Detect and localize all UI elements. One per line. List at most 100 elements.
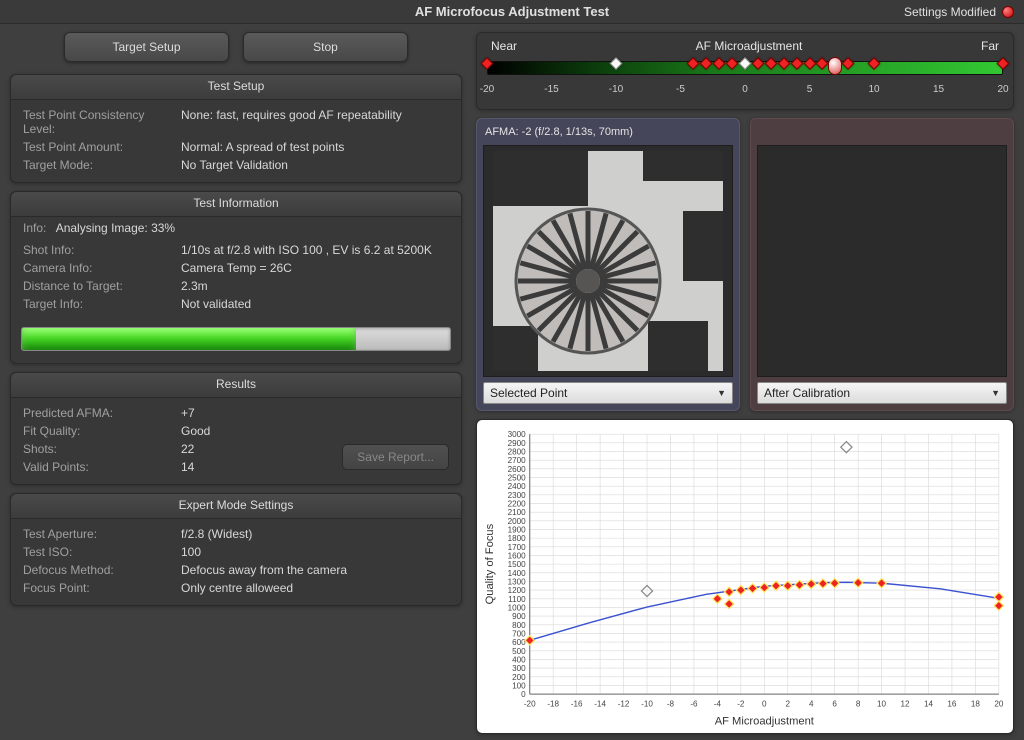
amount-value: Normal: A spread of test points <box>181 140 449 154</box>
after-cal-header <box>757 125 1007 140</box>
svg-text:-18: -18 <box>547 699 559 708</box>
svg-text:2400: 2400 <box>508 482 527 491</box>
svg-text:-2: -2 <box>737 699 745 708</box>
svg-text:2: 2 <box>785 699 790 708</box>
progress-bar <box>21 327 451 351</box>
svg-text:-10: -10 <box>641 699 653 708</box>
shot-label: Shot Info: <box>23 243 173 257</box>
svg-text:400: 400 <box>512 655 526 664</box>
distance-label: Distance to Target: <box>23 279 173 293</box>
target-info-label: Target Info: <box>23 297 173 311</box>
svg-text:8: 8 <box>856 699 861 708</box>
svg-text:-16: -16 <box>571 699 583 708</box>
amount-label: Test Point Amount: <box>23 140 173 154</box>
svg-text:1100: 1100 <box>508 595 526 604</box>
focus-point-label: Focus Point: <box>23 581 173 595</box>
shots-label: Shots: <box>23 442 173 456</box>
valid-value: 14 <box>181 460 449 474</box>
svg-text:500: 500 <box>512 647 526 656</box>
svg-text:2300: 2300 <box>508 491 527 500</box>
stop-button[interactable]: Stop <box>243 32 408 62</box>
pred-value: +7 <box>181 406 449 420</box>
target-info-value: Not validated <box>181 297 449 311</box>
test-info-header: Test Information <box>11 192 461 217</box>
svg-text:900: 900 <box>512 612 526 621</box>
target-mode-value: No Target Validation <box>181 158 449 172</box>
camera-label: Camera Info: <box>23 261 173 275</box>
top-button-row: Target Setup Stop <box>10 32 462 66</box>
aperture-value: f/2.8 (Widest) <box>181 527 449 541</box>
results-panel: Results Predicted AFMA: +7 Fit Quality: … <box>10 372 462 485</box>
svg-text:4: 4 <box>809 699 814 708</box>
slider-selector[interactable] <box>828 57 842 75</box>
selected-point-dropdown[interactable]: Selected Point ▼ <box>483 382 733 404</box>
svg-text:700: 700 <box>512 629 526 638</box>
valid-label: Valid Points: <box>23 460 173 474</box>
svg-text:-4: -4 <box>714 699 722 708</box>
svg-text:AF Microadjustment: AF Microadjustment <box>715 716 815 728</box>
svg-text:300: 300 <box>512 664 526 673</box>
test-info-panel: Test Information Info: Analysing Image: … <box>10 191 462 364</box>
iso-label: Test ISO: <box>23 545 173 559</box>
svg-text:200: 200 <box>512 673 526 682</box>
afma-slider-panel: Near AF Microadjustment Far -20-15-10-50… <box>476 32 1014 110</box>
svg-text:2200: 2200 <box>508 500 527 509</box>
svg-text:12: 12 <box>901 699 911 708</box>
svg-text:1400: 1400 <box>508 569 527 578</box>
afma-slider[interactable]: -20-15-10-505101520 <box>487 55 1003 81</box>
quality-chart: 0100200300400500600700800900100011001200… <box>476 419 1014 734</box>
chevron-down-icon: ▼ <box>991 388 1000 398</box>
svg-text:800: 800 <box>512 621 526 630</box>
svg-text:-12: -12 <box>618 699 630 708</box>
svg-text:3000: 3000 <box>508 430 527 439</box>
svg-text:-6: -6 <box>690 699 698 708</box>
slider-near-label: Near <box>491 39 517 53</box>
svg-text:2600: 2600 <box>508 465 527 474</box>
svg-text:Quality of Focus: Quality of Focus <box>484 523 496 604</box>
focus-point-value: Only centre alloweed <box>181 581 449 595</box>
svg-text:2700: 2700 <box>508 456 527 465</box>
after-calibration-image <box>757 145 1007 377</box>
svg-text:20: 20 <box>994 699 1004 708</box>
defocus-label: Defocus Method: <box>23 563 173 577</box>
svg-text:1900: 1900 <box>508 526 527 535</box>
selected-point-dropdown-label: Selected Point <box>490 386 567 400</box>
info-label: Info: <box>23 221 46 235</box>
shot-value: 1/10s at f/2.8 with ISO 100 , EV is 6.2 … <box>181 243 449 257</box>
svg-text:1800: 1800 <box>508 534 527 543</box>
svg-text:14: 14 <box>924 699 934 708</box>
svg-text:-20: -20 <box>524 699 536 708</box>
svg-text:1300: 1300 <box>508 577 527 586</box>
svg-text:0: 0 <box>762 699 767 708</box>
svg-text:10: 10 <box>877 699 887 708</box>
pred-label: Predicted AFMA: <box>23 406 173 420</box>
svg-text:2100: 2100 <box>508 508 527 517</box>
expert-panel: Expert Mode Settings Test Aperture: f/2.… <box>10 493 462 606</box>
svg-text:-14: -14 <box>594 699 606 708</box>
aperture-label: Test Aperture: <box>23 527 173 541</box>
svg-text:100: 100 <box>512 681 526 690</box>
after-calibration-dropdown[interactable]: After Calibration ▼ <box>757 382 1007 404</box>
svg-text:2800: 2800 <box>508 448 527 457</box>
title-bar: AF Microfocus Adjustment Test Settings M… <box>0 0 1024 24</box>
consistency-value: None: fast, requires good AF repeatabili… <box>181 108 449 136</box>
chevron-down-icon: ▼ <box>717 388 726 398</box>
svg-text:2500: 2500 <box>508 474 527 483</box>
svg-text:-8: -8 <box>667 699 675 708</box>
defocus-value: Defocus away from the camera <box>181 563 449 577</box>
svg-text:1500: 1500 <box>508 560 527 569</box>
target-setup-button[interactable]: Target Setup <box>64 32 229 62</box>
expert-header: Expert Mode Settings <box>11 494 461 519</box>
camera-value: Camera Temp = 26C <box>181 261 449 275</box>
svg-text:2000: 2000 <box>508 517 527 526</box>
slider-center-label: AF Microadjustment <box>696 39 803 53</box>
test-setup-header: Test Setup <box>11 75 461 100</box>
results-header: Results <box>11 373 461 398</box>
shots-value: 22 <box>181 442 449 456</box>
after-calibration-card: After Calibration ▼ <box>750 118 1014 411</box>
iso-value: 100 <box>181 545 449 559</box>
fit-label: Fit Quality: <box>23 424 173 438</box>
svg-text:1200: 1200 <box>508 586 527 595</box>
svg-text:2900: 2900 <box>508 439 527 448</box>
settings-modified-label: Settings Modified <box>904 5 996 19</box>
